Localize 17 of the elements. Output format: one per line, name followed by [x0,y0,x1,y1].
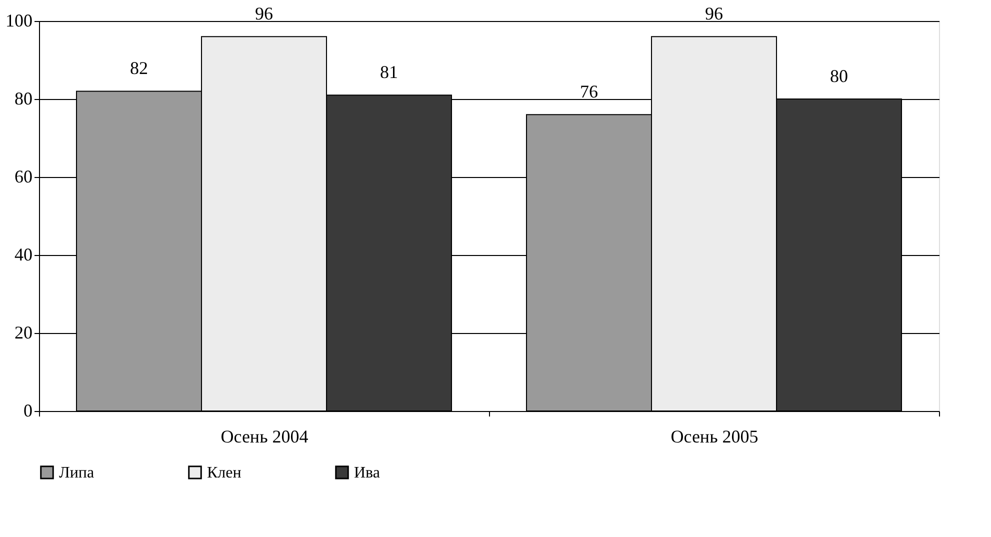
data-label: 76 [580,82,598,102]
y-tick-label: 100 [6,10,32,30]
y-tick-label: 80 [14,88,32,108]
y-tick-label: 0 [24,400,32,420]
x-tick-label: Осень 2004 [220,426,308,446]
x-tick-label: Осень 2005 [670,426,758,446]
y-tick-label: 60 [14,166,32,186]
y-tick-label: 20 [14,322,32,342]
data-label: 96 [705,4,723,24]
data-label: 96 [255,4,273,24]
data-label: 80 [830,66,848,86]
legend-label: Клен [207,464,242,482]
legend-label: Ива [354,464,380,482]
y-tick-label: 40 [14,244,32,264]
data-label: 82 [130,58,148,78]
data-label: 81 [380,62,398,82]
legend-label: Липа [59,464,94,482]
